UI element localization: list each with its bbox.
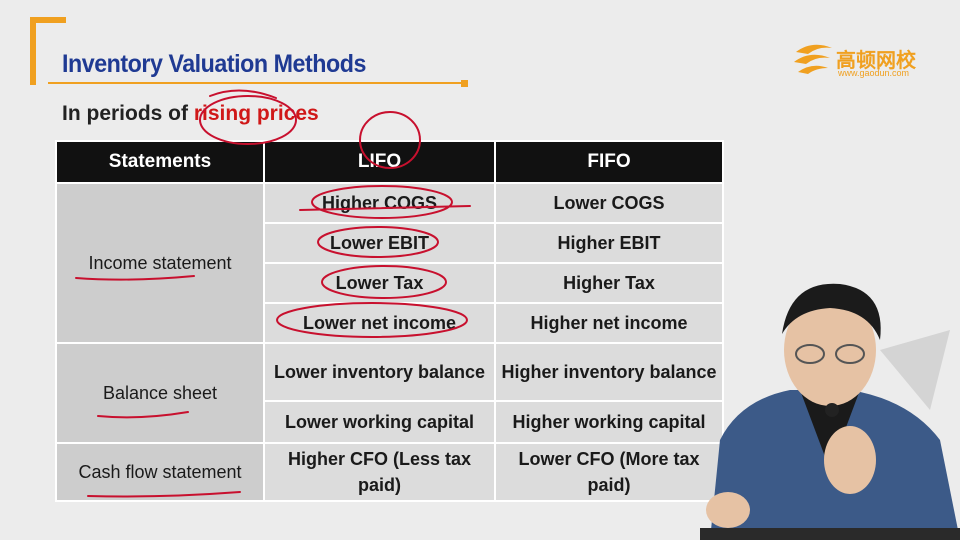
fifo-cell: Higher inventory balance <box>494 342 724 402</box>
fifo-cell: Higher working capital <box>494 400 724 444</box>
fifo-cell: Higher Tax <box>494 262 724 304</box>
subtitle-prefix: In periods of <box>62 102 194 125</box>
presenter-hand-left <box>706 492 750 528</box>
title-underline <box>48 82 464 84</box>
gaodun-logo-icon <box>794 44 832 74</box>
table-header-row: Statements LIFO FIFO <box>55 140 724 184</box>
table-row: Income statement Higher COGS Lower COGS <box>55 182 724 344</box>
header-lifo: LIFO <box>263 140 496 184</box>
background-arrow-shape <box>880 330 950 410</box>
presenter-video <box>700 283 960 540</box>
lifo-cell: Lower inventory balance <box>263 342 496 402</box>
lifo-cell: Lower Tax <box>263 262 496 304</box>
microphone-icon <box>825 403 839 417</box>
lifo-cell: Lower EBIT <box>263 222 496 264</box>
lifo-cell: Higher CFO (Less tax paid) <box>263 442 496 502</box>
logo-name: 高顿网校 <box>836 48 916 72</box>
title-bracket <box>30 17 66 85</box>
presenter-hand <box>824 426 876 494</box>
fifo-cell: Higher EBIT <box>494 222 724 264</box>
category-income-statement: Income statement <box>55 182 265 344</box>
fifo-cell: Lower CFO (More tax paid) <box>494 442 724 502</box>
header-statements: Statements <box>55 140 265 184</box>
lifo-cell: Higher COGS <box>263 182 496 224</box>
table-row: Cash flow statement Higher CFO (Less tax… <box>55 442 724 502</box>
lifo-cell: Lower net income <box>263 302 496 344</box>
table-row: Lower working capital Higher working cap… <box>56 400 724 444</box>
fifo-cell: Higher net income <box>494 302 724 344</box>
title-underline-dot <box>461 80 468 87</box>
comparison-table: Statements LIFO FIFO Income statement Hi… <box>55 140 724 502</box>
fifo-cell: Lower COGS <box>494 182 724 224</box>
presenter-face <box>784 294 876 406</box>
header-fifo: FIFO <box>494 140 724 184</box>
subtitle-highlight: rising prices <box>193 102 319 125</box>
lifo-cell: Lower working capital <box>263 400 496 444</box>
podium-edge <box>700 528 960 540</box>
presenter-shirt <box>800 390 860 470</box>
table-row: Balance sheet Lower inventory balance Hi… <box>55 342 724 444</box>
logo-url: www.gaodun.com <box>838 68 910 78</box>
slide-title: Inventory Valuation Methods <box>62 50 366 78</box>
slide-subtitle: In periods of rising prices <box>62 102 319 126</box>
category-balance-sheet: Balance sheet <box>55 342 265 444</box>
annotation-stroke <box>209 89 277 99</box>
presenter-hair <box>782 283 881 340</box>
category-cash-flow-statement: Cash flow statement <box>55 442 265 502</box>
